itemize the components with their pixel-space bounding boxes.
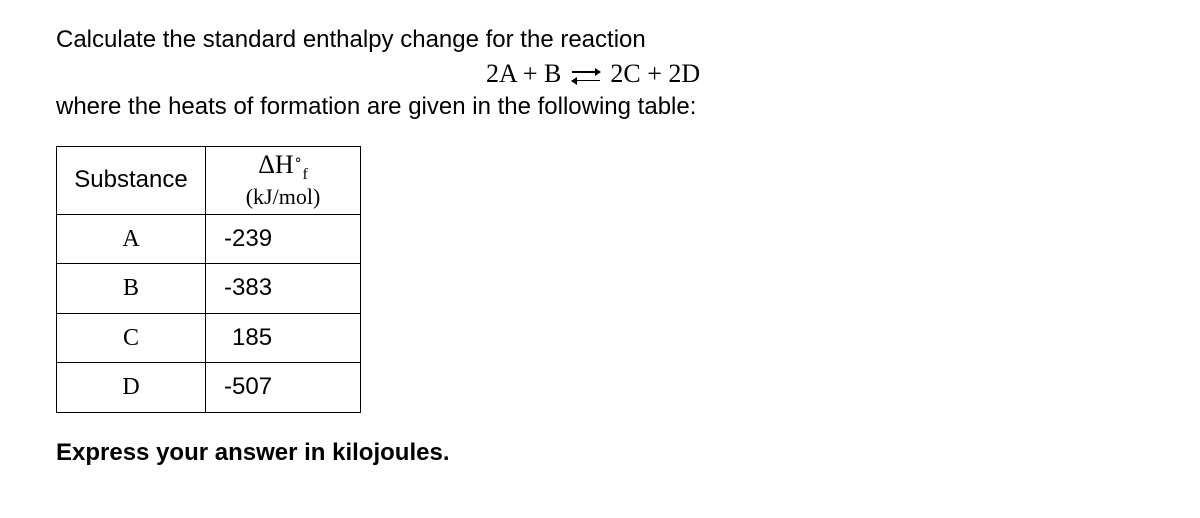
equilibrium-arrow-icon — [572, 67, 600, 85]
delta-h-subscript: f — [302, 166, 307, 183]
answer-instruction: Express your answer in kilojoules. — [56, 437, 1200, 469]
cell-substance: D — [57, 363, 206, 412]
table-header-row: Substance ΔH∘f (kJ/mol) — [57, 146, 361, 214]
cell-substance: B — [57, 264, 206, 313]
delta-h-symbol: ΔH — [258, 150, 294, 179]
table-row: D -507 — [57, 363, 361, 412]
cell-value: 185 — [206, 313, 361, 362]
equation-line: 2A + B 2C + 2D — [56, 56, 1200, 91]
question-line-2: where the heats of formation are given i… — [56, 91, 1200, 123]
header-delta-h: ΔH∘f (kJ/mol) — [206, 146, 361, 214]
equation-rhs: 2C + 2D — [610, 59, 700, 88]
reaction-equation: 2A + B 2C + 2D — [486, 56, 700, 91]
delta-h-superscript: ∘ — [294, 152, 303, 167]
delta-h-units: (kJ/mol) — [246, 184, 321, 209]
problem-page: Calculate the standard enthalpy change f… — [0, 0, 1200, 518]
question-line-1: Calculate the standard enthalpy change f… — [56, 24, 1200, 56]
equation-lhs: 2A + B — [486, 59, 561, 88]
cell-value: -239 — [206, 215, 361, 264]
cell-value: -383 — [206, 264, 361, 313]
heats-of-formation-table: Substance ΔH∘f (kJ/mol) A -239 B -383 C … — [56, 146, 361, 413]
cell-value: -507 — [206, 363, 361, 412]
table-row: A -239 — [57, 215, 361, 264]
table-row: B -383 — [57, 264, 361, 313]
cell-substance: A — [57, 215, 206, 264]
cell-substance: C — [57, 313, 206, 362]
header-substance: Substance — [57, 146, 206, 214]
table-row: C 185 — [57, 313, 361, 362]
